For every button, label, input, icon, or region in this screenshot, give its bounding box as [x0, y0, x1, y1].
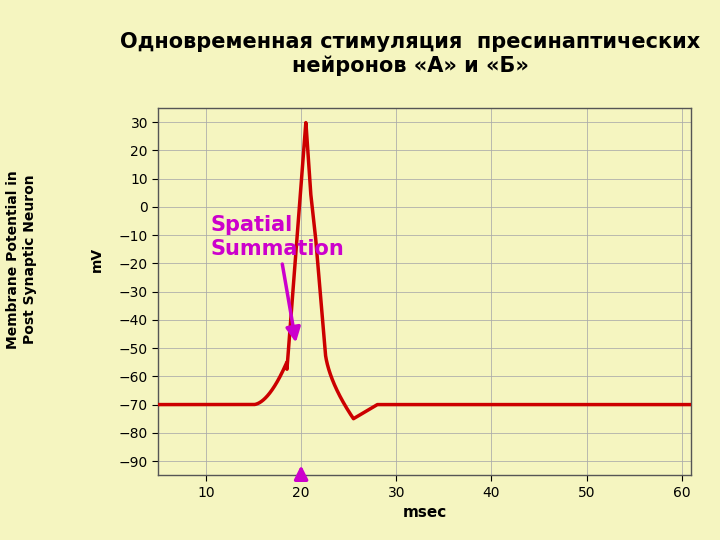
Text: Одновременная стимуляция  пресинаптических
нейронов «А» и «Б»: Одновременная стимуляция пресинаптически…	[120, 32, 701, 76]
Text: Spatial
Summation: Spatial Summation	[211, 215, 344, 339]
Text: Membrane Potential in
Post Synaptic Neuron: Membrane Potential in Post Synaptic Neur…	[6, 170, 37, 349]
Text: mV: mV	[90, 247, 104, 272]
X-axis label: msec: msec	[402, 505, 447, 520]
